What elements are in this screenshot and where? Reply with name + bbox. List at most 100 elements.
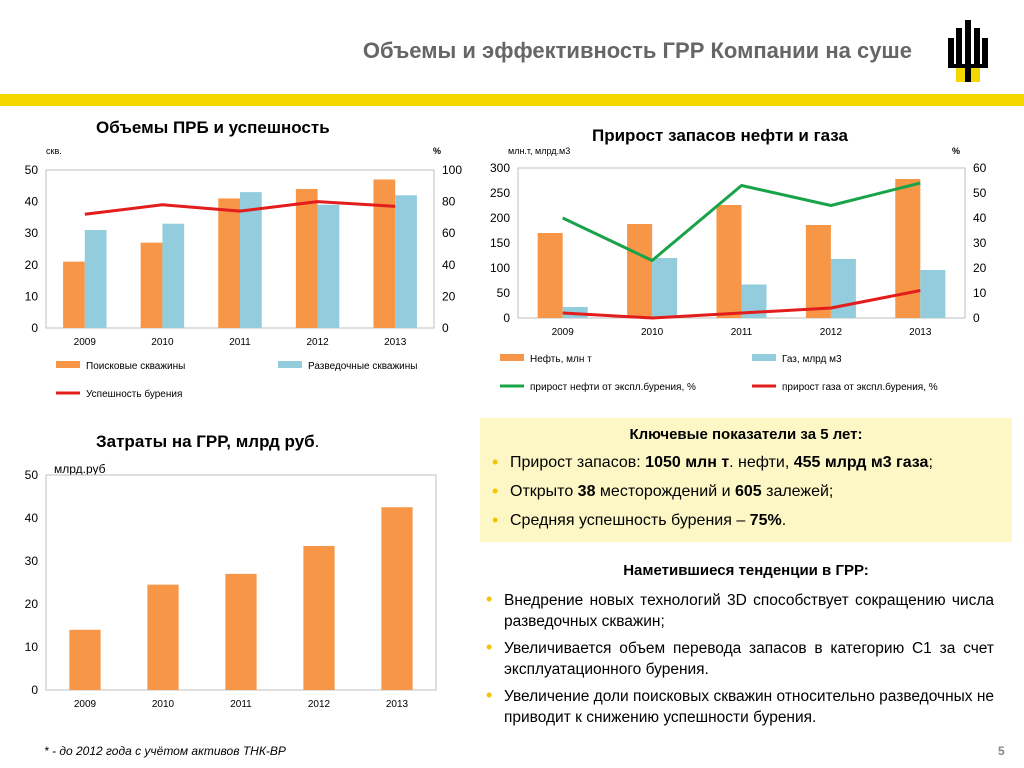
key-point-value: 38 xyxy=(577,483,596,500)
slide-title: Объемы и эффективность ГРР Компании на с… xyxy=(362,38,912,63)
trend-text: Внедрение новых технологий 3D способству… xyxy=(504,592,994,630)
chart3-svg: 0 10 20 30 40 50 2009 2010 2011 2012 2013 xyxy=(25,468,437,710)
x-tick-label: 2011 xyxy=(230,699,252,710)
bar xyxy=(830,259,856,318)
x-tick-label: 2013 xyxy=(384,337,407,348)
key-point-text: . нефти, xyxy=(729,454,794,471)
legend-label: Нефть, млн т xyxy=(530,353,592,365)
trend-item: • Увеличивается объем перевода запасов в … xyxy=(486,637,994,680)
key-point-item: • Средняя успешность бурения – 75%. xyxy=(492,510,933,532)
bar xyxy=(373,179,396,328)
y2-tick-label: 60 xyxy=(973,161,987,175)
y2-tick-label: 100 xyxy=(442,163,462,177)
y2-tick-label: 10 xyxy=(973,286,987,300)
y2-tick-label: 0 xyxy=(973,311,980,325)
bar xyxy=(317,204,340,328)
legend-label: Поисковые скважины xyxy=(86,361,185,372)
x-tick-label: 2012 xyxy=(306,337,329,348)
bar xyxy=(537,233,563,318)
x-tick-label: 2009 xyxy=(74,337,97,348)
bullet-icon: • xyxy=(486,589,493,609)
key-points-title: Ключевые показатели за 5 лет: xyxy=(629,426,863,443)
y-tick-label: 30 xyxy=(25,226,39,240)
y-tick-label: 10 xyxy=(25,640,39,654)
chart3-title-suffix: . xyxy=(314,432,320,451)
bar xyxy=(69,629,101,690)
bar xyxy=(381,507,413,690)
key-point-item: • Прирост запасов: 1050 млн т. нефти, 455… xyxy=(492,452,933,474)
legend-swatch xyxy=(56,361,80,368)
chart1-svg: 0 10 20 30 40 50 0 20 40 60 80 100 2009 2010 2011 2012 2… xyxy=(25,163,463,400)
y-tick-label: 50 xyxy=(497,286,511,300)
bullet-icon: • xyxy=(486,637,493,657)
y-tick-label: 10 xyxy=(25,289,39,303)
key-points-list: • Прирост запасов: 1050 млн т. нефти, 455… xyxy=(492,452,933,539)
trends-title: Наметившиеся тенденции в ГРР: xyxy=(623,562,869,579)
page-number: 5 xyxy=(998,744,1005,758)
x-tick-label: 2011 xyxy=(731,327,753,338)
bar xyxy=(240,192,262,328)
key-point-value: 75% xyxy=(749,512,782,529)
key-point-value: 455 млрд м3 газа xyxy=(793,454,929,471)
x-tick-label: 2010 xyxy=(641,327,664,338)
bar xyxy=(920,270,946,318)
bullet-icon: • xyxy=(486,685,493,705)
bullet-icon: • xyxy=(492,510,499,530)
y-tick-label: 0 xyxy=(503,311,510,325)
bar xyxy=(147,584,179,690)
bar xyxy=(162,223,185,328)
trend-item: • Внедрение новых технологий 3D способств… xyxy=(486,589,994,632)
y-tick-label: 30 xyxy=(25,554,39,568)
key-point-text: месторождений и xyxy=(595,483,735,500)
bar xyxy=(627,224,653,318)
y-tick-label: 50 xyxy=(25,163,39,177)
key-points-box: Ключевые показатели за 5 лет: • Прирост з… xyxy=(480,418,1012,542)
bar xyxy=(295,188,318,328)
y2-tick-label: 20 xyxy=(973,261,987,275)
key-point-value: 1050 млн т xyxy=(645,454,730,471)
bar xyxy=(218,198,240,328)
y2-tick-label: 60 xyxy=(442,226,456,240)
key-point-item: • Открыто 38 месторождений и 605 залежей; xyxy=(492,481,933,503)
x-tick-label: 2010 xyxy=(152,699,175,710)
x-tick-label: 2011 xyxy=(229,337,251,348)
key-point-text: ; xyxy=(928,454,933,471)
y2-tick-label: 80 xyxy=(442,195,456,209)
y-tick-label: 300 xyxy=(490,161,510,175)
chart2-left-unit: млн.т, млрд.м3 xyxy=(508,146,571,156)
bar xyxy=(716,205,742,318)
bar xyxy=(805,225,831,318)
y2-tick-label: 40 xyxy=(442,258,456,272)
chart2-title: Прирост запасов нефти и газа xyxy=(592,126,848,145)
legend-label: прирост газа от экспл.бурения, % xyxy=(782,381,938,393)
legend-swatch xyxy=(500,354,524,361)
key-point-value: 605 xyxy=(734,483,762,500)
x-tick-label: 2009 xyxy=(552,327,575,338)
chart3-title-text: Затраты на ГРР, млрд руб xyxy=(96,432,315,451)
y-tick-label: 0 xyxy=(31,321,38,335)
header-divider xyxy=(0,94,1024,106)
series-line xyxy=(562,289,921,320)
y-tick-label: 20 xyxy=(25,597,39,611)
bar xyxy=(84,230,107,328)
bar xyxy=(140,242,163,328)
y2-tick-label: 0 xyxy=(442,321,449,335)
y-tick-label: 250 xyxy=(490,186,510,200)
key-point-text: Открыто xyxy=(510,483,578,500)
key-point-text: Прирост запасов: xyxy=(510,454,646,471)
trends-list: • Внедрение новых технологий 3D способств… xyxy=(486,589,994,734)
company-logo xyxy=(944,18,992,84)
chart2-svg: 0 50 100 150 200 250 300 0 10 20 30 40 50 60 2009 2010 2… xyxy=(490,161,987,393)
chart1-right-unit: % xyxy=(433,146,442,156)
bullet-icon: • xyxy=(492,452,499,472)
bullet-icon: • xyxy=(492,481,499,501)
legend-swatch xyxy=(752,354,776,361)
trend-text: Увеличивается объем перевода запасов в к… xyxy=(504,640,994,678)
x-tick-label: 2013 xyxy=(386,699,409,710)
x-tick-label: 2009 xyxy=(74,699,97,710)
y2-tick-label: 20 xyxy=(442,289,456,303)
chart2-right-unit: % xyxy=(952,146,961,156)
key-point-text: Средняя успешность бурения – xyxy=(510,512,750,529)
key-point-text: . xyxy=(781,512,787,529)
bar xyxy=(63,261,85,328)
